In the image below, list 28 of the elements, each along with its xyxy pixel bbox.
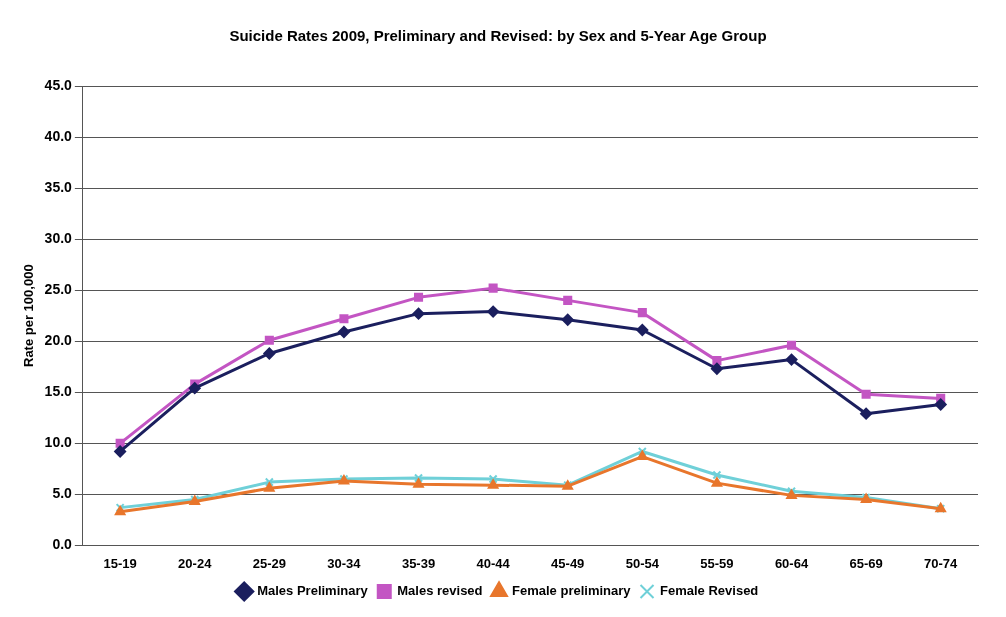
y-axis-title: Rate per 100,000 (21, 264, 37, 368)
y-tick-label: 5.0 (52, 485, 73, 502)
legend-label: Males revised (397, 583, 483, 599)
y-tick-label: 35.0 (44, 178, 73, 195)
legend-label: Males Preliminary (257, 583, 369, 599)
legend-label: Female Revised (660, 583, 759, 599)
x-tick-label: 20-24 (178, 555, 213, 571)
x-tick-label: 50-54 (625, 555, 660, 571)
x-tick-label: 40-44 (476, 555, 511, 571)
chart-title: Suicide Rates 2009, Preliminary and Revised: by Sex and 5-Year Age Group (229, 27, 767, 45)
x-tick-label: 15-19 (103, 555, 137, 571)
x-tick-label: 45-49 (551, 555, 585, 571)
x-tick-label: 55-59 (700, 555, 734, 571)
y-tick-label: 20.0 (44, 332, 73, 349)
x-tick-label: 30-34 (327, 555, 362, 571)
y-tick-label: 25.0 (44, 281, 73, 298)
legend-label: Female preliminary (512, 583, 632, 599)
y-tick-label: 0.0 (52, 536, 73, 553)
y-tick-label: 30.0 (44, 229, 73, 246)
y-tick-label: 10.0 (44, 434, 73, 451)
x-tick-label: 70-74 (924, 555, 959, 571)
y-tick-label: 45.0 (44, 76, 73, 93)
y-tick-label: 40.0 (44, 127, 73, 144)
y-tick-label: 15.0 (44, 383, 73, 400)
x-tick-label: 35-39 (401, 555, 436, 571)
x-tick-label: 65-69 (849, 555, 883, 571)
x-tick-label: 60-64 (774, 555, 809, 571)
x-tick-label: 25-29 (252, 555, 286, 571)
